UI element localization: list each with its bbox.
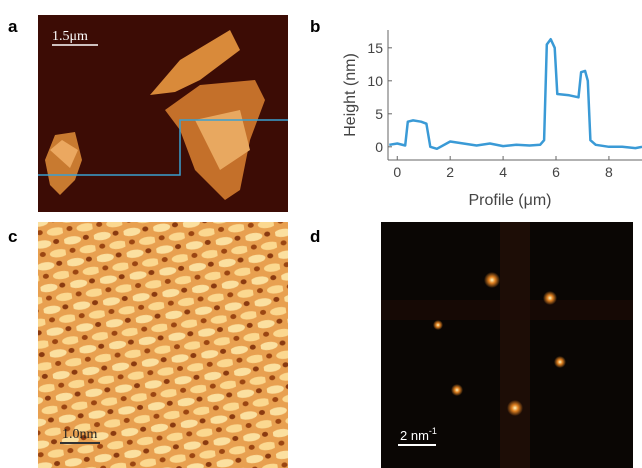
- panel-label: d: [310, 227, 320, 246]
- figure: a b c d 1.5μm 1.0nm 2 nm-1 Height (nm) P…: [0, 0, 642, 468]
- panel-label: c: [8, 227, 17, 246]
- x-axis-label: Profile (μm): [469, 192, 552, 209]
- y-tick-label: 0: [375, 139, 383, 155]
- x-tick-label: 2: [446, 164, 454, 180]
- scale-bar-exponent: -1: [429, 426, 437, 436]
- fft-image: 2 nm-1: [381, 222, 633, 468]
- x-tick-label: 0: [393, 164, 401, 180]
- panel-label: b: [310, 17, 320, 36]
- y-tick-label: 5: [375, 106, 383, 122]
- profile-line: [389, 39, 642, 149]
- scale-bar-label: 1.5μm: [52, 29, 88, 44]
- afm-image: 1.5μm: [38, 15, 288, 212]
- atomic-image: 1.0nm: [38, 222, 288, 468]
- y-axis-label: Height (nm): [342, 53, 359, 137]
- panel-label: a: [8, 17, 18, 36]
- x-tick-label: 8: [605, 164, 613, 180]
- y-tick-label: 10: [367, 73, 383, 89]
- scale-bar-text: 2 nm: [400, 428, 429, 443]
- y-tick-label: 15: [367, 40, 383, 56]
- scale-bar-label: 1.0nm: [62, 427, 98, 442]
- x-tick-label: 4: [499, 164, 507, 180]
- x-tick-label: 6: [552, 164, 560, 180]
